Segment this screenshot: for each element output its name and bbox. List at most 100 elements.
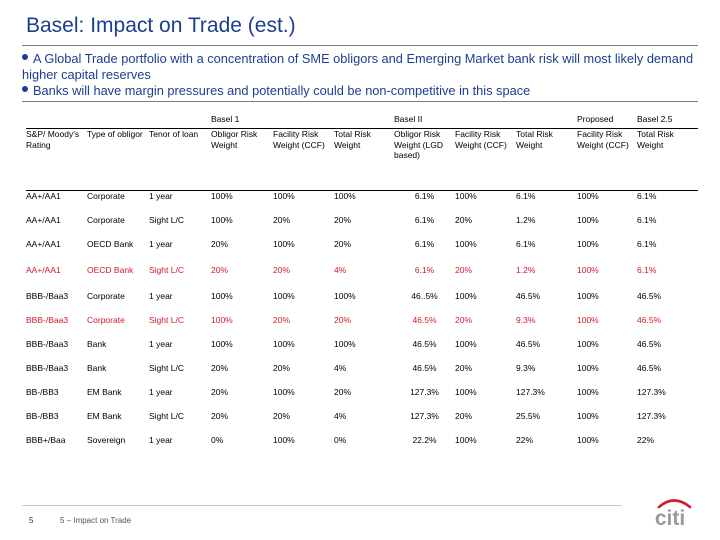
footer-divider bbox=[22, 505, 622, 506]
col-header-tenor: Tenor of loan bbox=[149, 128, 211, 191]
cell-b1-facility-rw: 100% bbox=[273, 338, 295, 349]
cell-b25-total-rw: 6.1% bbox=[637, 191, 657, 201]
cell-b1-total-rw: 4% bbox=[334, 410, 347, 421]
table-row: BBB-/Baa3 Bank Sight L/C 20% 20% 4% 46.5% 20% 9.… bbox=[26, 363, 698, 387]
cell-b1-obligor-rw: 20% bbox=[211, 264, 229, 275]
cell-b1-obligor-rw: 20% bbox=[211, 238, 229, 249]
group-proposed: Proposed bbox=[577, 114, 614, 124]
table-row: BB-/BB3 EM Bank 1 year 20% 100% 20% 127.3% 100%… bbox=[26, 387, 698, 411]
cell-proposed-facility-rw: 100% bbox=[577, 338, 599, 349]
cell-tenor: 1 year bbox=[149, 191, 173, 201]
cell-b1-total-rw: 100% bbox=[334, 290, 356, 301]
cell-b25-total-rw: 46.5% bbox=[637, 314, 662, 325]
cell-b25-total-rw: 6.1% bbox=[637, 264, 657, 275]
cell-proposed-facility-rw: 100% bbox=[577, 314, 599, 325]
cell-proposed-facility-rw: 100% bbox=[577, 362, 599, 373]
col-header-rating: S&P/ Moody's Rating bbox=[26, 128, 87, 191]
cell-b2-total-rw: 25.5% bbox=[516, 410, 541, 421]
cell-b2-facility-rw: 100% bbox=[455, 386, 477, 397]
cell-rating: AA+/AA1 bbox=[26, 238, 61, 249]
cell-b2-facility-rw: 20% bbox=[455, 264, 473, 275]
cell-rating: BBB-/Baa3 bbox=[26, 314, 69, 325]
cell-b1-total-rw: 4% bbox=[334, 362, 347, 373]
cell-b1-facility-rw: 100% bbox=[273, 386, 295, 397]
title-divider bbox=[22, 45, 698, 46]
cell-b1-facility-rw: 100% bbox=[273, 191, 295, 201]
cell-tenor: Sight L/C bbox=[149, 410, 184, 421]
cell-tenor: 1 year bbox=[149, 290, 173, 301]
cell-rating: AA+/AA1 bbox=[26, 191, 61, 201]
cell-b2-total-rw: 6.1% bbox=[516, 191, 536, 201]
cell-obligor-type: Sovereign bbox=[87, 434, 126, 445]
col-header-proposed-facility-rw: Facility Risk Weight (CCF) bbox=[577, 128, 637, 191]
cell-rating: BBB-/Baa3 bbox=[26, 362, 69, 373]
cell-b1-facility-rw: 100% bbox=[273, 290, 295, 301]
cell-b25-total-rw: 6.1% bbox=[637, 238, 657, 249]
cell-obligor-type: Corporate bbox=[87, 214, 125, 225]
cell-b2-total-rw: 46.5% bbox=[516, 290, 541, 301]
cell-b2-facility-rw: 20% bbox=[455, 410, 473, 421]
cell-b1-total-rw: 20% bbox=[334, 386, 352, 397]
table-row: AA+/AA1 Corporate 1 year 100% 100% 100% 6.1% 10… bbox=[26, 191, 698, 215]
cell-b1-obligor-rw: 0% bbox=[211, 434, 224, 445]
cell-b2-facility-rw: 20% bbox=[455, 314, 473, 325]
cell-obligor-type: OECD Bank bbox=[87, 264, 134, 275]
cell-obligor-type: Bank bbox=[87, 362, 107, 373]
cell-b1-total-rw: 100% bbox=[334, 338, 356, 349]
logo-arc-icon bbox=[657, 499, 692, 509]
cell-obligor-type: Bank bbox=[87, 338, 107, 349]
col-header-obligor-type: Type of obligor bbox=[87, 128, 149, 191]
col-header-b25-total-rw: Total Risk Weight bbox=[637, 128, 698, 191]
cell-b1-total-rw: 4% bbox=[334, 264, 347, 275]
table-row: AA+/AA1 OECD Bank 1 year 20% 100% 20% 6.1% 100%… bbox=[26, 239, 698, 265]
cell-proposed-facility-rw: 100% bbox=[577, 238, 599, 249]
cell-proposed-facility-rw: 100% bbox=[577, 191, 599, 201]
cell-b2-obligor-rw: 127.3% bbox=[410, 410, 439, 421]
cell-b1-facility-rw: 20% bbox=[273, 410, 291, 421]
group-basel1: Basel 1 bbox=[211, 114, 240, 124]
cell-b2-total-rw: 6.1% bbox=[516, 238, 536, 249]
cell-b2-obligor-rw: 6.1% bbox=[414, 214, 435, 225]
cell-rating: BBB-/Baa3 bbox=[26, 338, 69, 349]
cell-tenor: 1 year bbox=[149, 338, 173, 349]
table-row: AA+/AA1 Corporate Sight L/C 100% 20% 20% 6.1% 2… bbox=[26, 215, 698, 239]
cell-b2-obligor-rw: 46.5% bbox=[412, 362, 437, 373]
cell-b2-total-rw: 1.2% bbox=[516, 214, 536, 225]
bullet-text: A Global Trade portfolio with a concentr… bbox=[22, 51, 694, 82]
logo-wordmark: citi bbox=[655, 507, 685, 528]
cell-obligor-type: Corporate bbox=[87, 314, 125, 325]
cell-tenor: Sight L/C bbox=[149, 264, 184, 275]
cell-b25-total-rw: 127.3% bbox=[637, 410, 666, 421]
col-header-b2-obligor-rw: Obligor Risk Weight (LGD based) bbox=[394, 128, 455, 191]
cell-b1-facility-rw: 100% bbox=[273, 238, 295, 249]
cell-proposed-facility-rw: 100% bbox=[577, 290, 599, 301]
table-row: AA+/AA1 OECD Bank Sight L/C 20% 20% 4% 6.1% 20%… bbox=[26, 265, 698, 291]
cell-b1-obligor-rw: 100% bbox=[211, 290, 233, 301]
cell-rating: BBB+/Baa bbox=[26, 434, 66, 445]
page-title: Basel: Impact on Trade (est.) bbox=[26, 14, 296, 37]
cell-b2-facility-rw: 20% bbox=[455, 214, 473, 225]
cell-b2-obligor-rw: 46..5% bbox=[411, 290, 438, 301]
cell-b25-total-rw: 46.5% bbox=[637, 338, 662, 349]
cell-b1-facility-rw: 20% bbox=[273, 264, 291, 275]
cell-proposed-facility-rw: 100% bbox=[577, 410, 599, 421]
cell-rating: BB-/BB3 bbox=[26, 410, 59, 421]
cell-b1-facility-rw: 20% bbox=[273, 214, 291, 225]
cell-b2-total-rw: 22% bbox=[516, 434, 534, 445]
col-header-b2-total-rw: Total Risk Weight bbox=[516, 128, 577, 191]
col-header-b1-obligor-rw: Obligor Risk Weight bbox=[211, 128, 273, 191]
cell-obligor-type: EM Bank bbox=[87, 386, 122, 397]
cell-b1-total-rw: 100% bbox=[334, 191, 356, 201]
cell-b2-total-rw: 9.3% bbox=[516, 314, 536, 325]
cell-b1-facility-rw: 20% bbox=[273, 314, 291, 325]
group-basel25: Basel 2.5 bbox=[637, 114, 673, 124]
cell-b1-total-rw: 0% bbox=[334, 434, 347, 445]
cell-b2-facility-rw: 20% bbox=[455, 362, 473, 373]
cell-tenor: 1 year bbox=[149, 386, 173, 397]
cell-rating: AA+/AA1 bbox=[26, 264, 61, 275]
cell-b2-obligor-rw: 6.1% bbox=[414, 238, 435, 249]
cell-tenor: 1 year bbox=[149, 238, 173, 249]
cell-tenor: Sight L/C bbox=[149, 214, 184, 225]
cell-b1-obligor-rw: 20% bbox=[211, 386, 229, 397]
cell-b2-obligor-rw: 46.5% bbox=[412, 314, 437, 325]
